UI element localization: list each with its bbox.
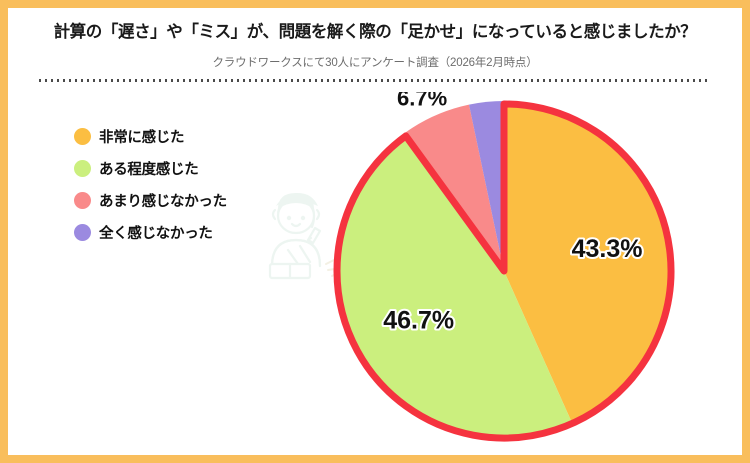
pie-slice[interactable] bbox=[469, 101, 504, 271]
pie-chart: 43.3% 46.7% 6.7% 3.3% bbox=[325, 92, 685, 452]
header: 計算の「遅さ」や「ミス」が、問題を解く際の「足かせ」になっていると感じましたか？… bbox=[0, 8, 750, 82]
frame-border-right bbox=[742, 0, 750, 463]
pie-chart-svg: 43.3% 46.7% 6.7% 3.3% bbox=[333, 92, 675, 442]
frame-border-top bbox=[0, 0, 750, 8]
legend: 非常に感じた ある程度感じた あまり感じなかった 全く感じなかった bbox=[74, 122, 227, 250]
legend-item-label: 非常に感じた bbox=[99, 130, 185, 146]
frame-border-bottom bbox=[0, 455, 750, 463]
legend-item-label: あまり感じなかった bbox=[99, 194, 227, 210]
legend-color-swatch-icon bbox=[74, 128, 91, 145]
legend-item-label: 全く感じなかった bbox=[99, 226, 213, 242]
frame-border-left bbox=[0, 0, 8, 463]
legend-color-swatch-icon bbox=[74, 160, 91, 177]
pie-label-group: 43.3% 46.7% 6.7% 3.3% bbox=[381, 92, 644, 336]
pie-slice-percentage-label: 43.3% bbox=[572, 235, 643, 263]
pie-highlight-outline bbox=[333, 100, 675, 442]
legend-item-label: ある程度感じた bbox=[99, 162, 199, 178]
pie-slice-percentage-label: 6.7% bbox=[397, 92, 447, 111]
pie-slice[interactable] bbox=[404, 104, 504, 272]
pie-slice[interactable] bbox=[334, 133, 574, 441]
legend-item-1[interactable]: ある程度感じた bbox=[74, 154, 227, 183]
pie-slice[interactable] bbox=[504, 101, 674, 427]
legend-color-swatch-icon bbox=[74, 192, 91, 209]
legend-item-2[interactable]: あまり感じなかった bbox=[74, 186, 227, 215]
pie-slice-percentage-label: 3.3% bbox=[472, 92, 522, 95]
page-subtitle: クラウドワークスにて30人にアンケート調査（2026年2月時点） bbox=[212, 56, 538, 69]
pie-slice-group bbox=[334, 101, 674, 441]
legend-item-0[interactable]: 非常に感じた bbox=[74, 122, 227, 151]
pie-slice-percentage-label: 46.7% bbox=[383, 306, 454, 334]
dotted-divider bbox=[39, 78, 711, 82]
legend-color-swatch-icon bbox=[74, 224, 91, 241]
legend-item-3[interactable]: 全く感じなかった bbox=[74, 218, 227, 247]
page-title: 計算の「遅さ」や「ミス」が、問題を解く際の「足かせ」になっていると感じましたか？ bbox=[53, 23, 697, 41]
